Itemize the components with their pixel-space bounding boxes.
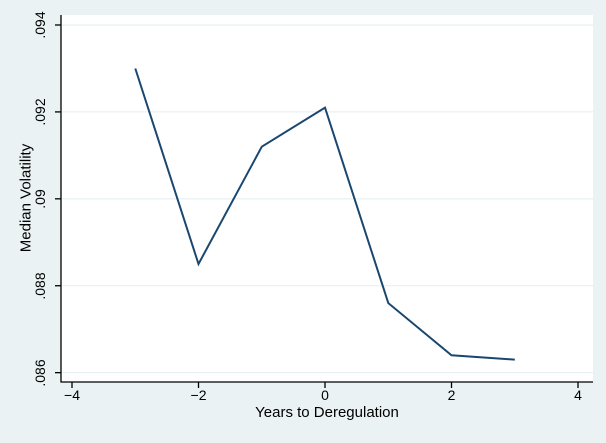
y-tick-label: .092	[32, 98, 48, 126]
y-tick-label: .086	[32, 359, 48, 387]
y-tick-label: .088	[32, 272, 48, 300]
x-tick-label: −2	[190, 387, 207, 403]
x-tick-label: 4	[574, 387, 582, 403]
data-line	[134, 68, 515, 361]
x-tick-label: 2	[447, 387, 456, 403]
x-tick-label: 0	[321, 387, 329, 403]
x-axis-title: Years to Deregulation	[255, 404, 399, 421]
y-tick-label: .09	[32, 189, 48, 209]
y-tick-label: .094	[32, 11, 48, 39]
x-tick-label: −4	[64, 387, 80, 403]
